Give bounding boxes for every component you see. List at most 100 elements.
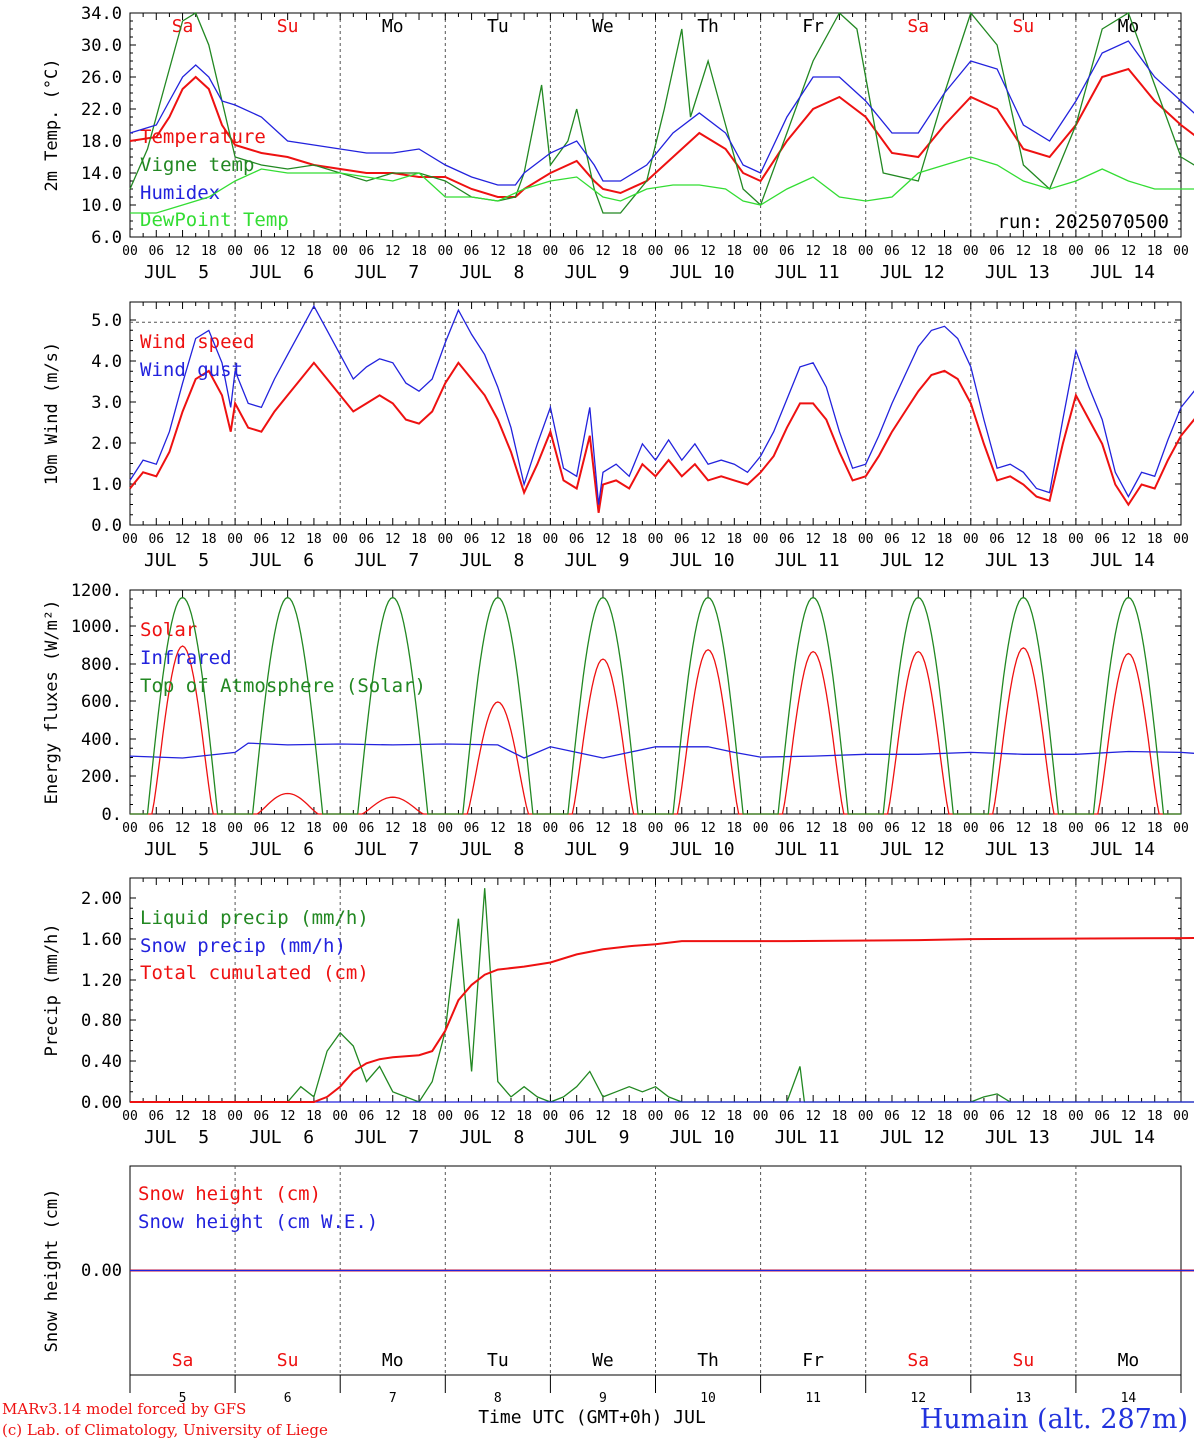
day-label: JUL 13 xyxy=(985,1127,1050,1148)
y-tick-label: 400. xyxy=(81,730,122,750)
weekday-label: Tu xyxy=(487,1350,509,1371)
day-number-label: 5 xyxy=(179,1391,187,1406)
hour-tick-label: 18 xyxy=(726,1109,742,1124)
hour-tick-label: 18 xyxy=(1147,821,1163,836)
hour-tick-label: 12 xyxy=(910,821,926,836)
hour-tick-label: 12 xyxy=(280,244,296,259)
hour-tick-label: 12 xyxy=(490,244,506,259)
hour-tick-label: 12 xyxy=(805,532,821,547)
day-label: JUL 13 xyxy=(985,550,1050,571)
hour-tick-label: 00 xyxy=(1173,244,1189,259)
y-tick-label: 1.0 xyxy=(91,475,122,495)
weekday-label: Mo xyxy=(1118,1350,1140,1371)
hour-tick-label: 18 xyxy=(201,821,217,836)
hour-tick-label: 18 xyxy=(516,532,532,547)
legend-entry: Snow precip (mm/h) xyxy=(140,935,346,957)
legend-entry: Humidex xyxy=(140,182,220,204)
day-label: JUL 12 xyxy=(880,262,945,283)
hour-tick-label: 06 xyxy=(254,532,270,547)
y-tick-label: 0. xyxy=(102,805,122,825)
hour-tick-label: 00 xyxy=(648,532,664,547)
hour-tick-label: 00 xyxy=(437,1109,453,1124)
hour-tick-label: 06 xyxy=(148,1109,164,1124)
hour-tick-label: 18 xyxy=(1147,244,1163,259)
y-tick-label: 1200. xyxy=(71,581,122,601)
hour-tick-label: 06 xyxy=(884,244,900,259)
day-label: JUL 8 xyxy=(459,262,524,283)
series-line-1-1 xyxy=(129,304,1194,505)
legend-entry: Snow height (cm) xyxy=(138,1183,321,1205)
y-tick-label: 6.0 xyxy=(91,228,122,248)
series-line-2-1 xyxy=(129,742,1194,759)
hour-tick-label: 06 xyxy=(359,1109,375,1124)
hour-tick-label: 18 xyxy=(201,532,217,547)
hour-tick-label: 06 xyxy=(569,821,585,836)
day-label: JUL 10 xyxy=(670,550,735,571)
weekday-label: Sa xyxy=(172,1350,194,1371)
lab-credit: (c) Lab. of Climatology, University of L… xyxy=(2,1421,328,1439)
hour-tick-label: 12 xyxy=(1016,821,1032,836)
y-axis-title: 2m Temp. (°C) xyxy=(42,58,62,191)
hour-tick-label: 18 xyxy=(726,532,742,547)
hour-tick-label: 12 xyxy=(175,532,191,547)
legend-entry: Snow height (cm W.E.) xyxy=(138,1211,378,1233)
panel-frame xyxy=(129,589,1182,815)
day-label: JUL 5 xyxy=(144,1127,209,1148)
hour-tick-label: 12 xyxy=(175,1109,191,1124)
y-tick-label: 800. xyxy=(81,655,122,675)
hour-tick-label: 06 xyxy=(359,532,375,547)
weekday-label: Sa xyxy=(172,16,194,37)
hour-tick-label: 12 xyxy=(700,532,716,547)
hour-tick-label: 06 xyxy=(148,244,164,259)
day-label: JUL 13 xyxy=(985,262,1050,283)
weekday-label: Su xyxy=(1013,1350,1035,1371)
hour-tick-label: 18 xyxy=(832,244,848,259)
run-annotation: run: 2025070500 xyxy=(997,211,1169,233)
y-tick-label: 14.0 xyxy=(81,164,122,184)
legend-entry: Total cumulated (cm) xyxy=(140,962,369,984)
hour-tick-label: 12 xyxy=(1121,244,1137,259)
hour-tick-label: 06 xyxy=(779,532,795,547)
hour-tick-label: 00 xyxy=(227,244,243,259)
hour-tick-label: 06 xyxy=(989,821,1005,836)
y-tick-label: 1.60 xyxy=(81,930,122,950)
hour-tick-label: 18 xyxy=(726,244,742,259)
hour-tick-label: 18 xyxy=(621,821,637,836)
weekday-label: Mo xyxy=(382,16,404,37)
hour-tick-label: 18 xyxy=(937,532,953,547)
hour-tick-label: 18 xyxy=(1042,244,1058,259)
y-axis-title: Precip (mm/h) xyxy=(42,923,62,1056)
day-label: JUL 8 xyxy=(459,839,524,860)
hour-tick-label: 18 xyxy=(621,532,637,547)
hour-tick-label: 00 xyxy=(227,532,243,547)
hour-tick-label: 12 xyxy=(1121,821,1137,836)
weekday-label: We xyxy=(592,16,614,37)
y-tick-label: 5.0 xyxy=(91,311,122,331)
hour-tick-label: 00 xyxy=(963,532,979,547)
hour-tick-label: 00 xyxy=(963,1109,979,1124)
hour-tick-label: 18 xyxy=(937,1109,953,1124)
y-axis-title: Snow height (cm) xyxy=(42,1189,62,1353)
legend-entry: Wind gust xyxy=(140,359,243,381)
day-label: JUL 9 xyxy=(564,550,629,571)
y-axis-title: 10m Wind (m/s) xyxy=(42,342,62,485)
hour-tick-label: 00 xyxy=(1173,821,1189,836)
y-tick-label: 18.0 xyxy=(81,132,122,152)
hour-tick-label: 18 xyxy=(516,244,532,259)
weekday-label: Th xyxy=(697,16,719,37)
hour-tick-label: 18 xyxy=(516,1109,532,1124)
day-number-label: 14 xyxy=(1121,1391,1137,1406)
day-label: JUL 7 xyxy=(354,1127,419,1148)
hour-tick-label: 06 xyxy=(254,821,270,836)
weekday-label: Fr xyxy=(802,1350,824,1371)
hour-tick-label: 12 xyxy=(385,532,401,547)
hour-tick-label: 00 xyxy=(227,1109,243,1124)
legend-entry: DewPoint Temp xyxy=(140,209,289,231)
hour-tick-label: 00 xyxy=(753,821,769,836)
hour-tick-label: 06 xyxy=(569,532,585,547)
hour-tick-label: 00 xyxy=(122,1109,138,1124)
day-label: JUL 7 xyxy=(354,839,419,860)
hour-tick-label: 00 xyxy=(122,532,138,547)
hour-tick-label: 00 xyxy=(543,244,559,259)
weekday-label: Tu xyxy=(487,16,509,37)
